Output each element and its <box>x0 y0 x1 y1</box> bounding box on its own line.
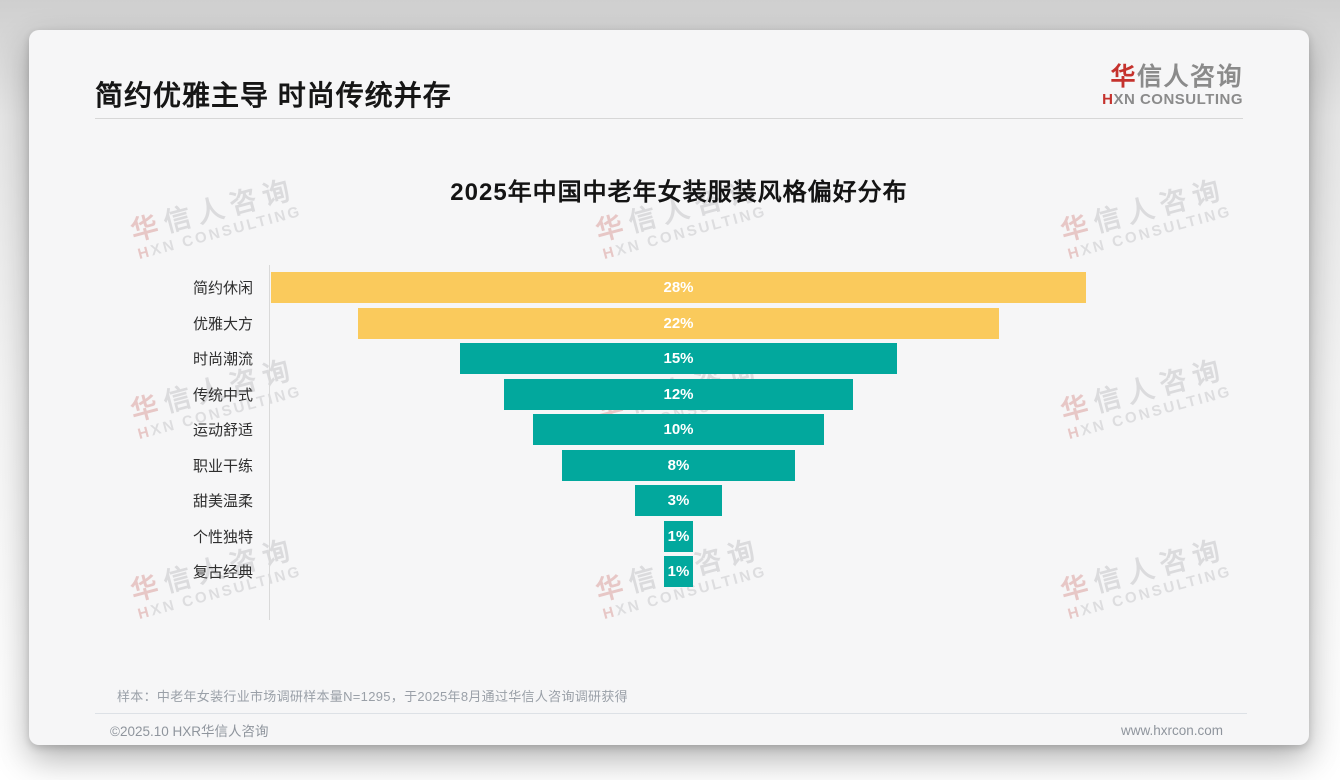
category-label: 职业干练 <box>192 457 253 475</box>
bar: 1% <box>663 556 694 588</box>
category-label: 传统中式 <box>192 386 253 404</box>
website-text: www.hxrcon.com <box>1120 722 1223 738</box>
page-title: 简约优雅主导 时尚传统并存 <box>95 80 452 111</box>
logo-en-rest: XN CONSULTING <box>1113 90 1243 108</box>
bar: 28% <box>271 272 1086 304</box>
bar-track: 1% <box>271 520 1086 552</box>
chart-row: 个性独特 1% <box>29 519 1309 555</box>
bar-value-label: 10% <box>663 421 694 439</box>
logo-cn-rest: 信人咨询 <box>1136 63 1243 91</box>
bar-value-label: 3% <box>667 492 690 510</box>
bar-value-label: 1% <box>667 527 690 545</box>
bar-track: 1% <box>271 556 1086 588</box>
category-label: 甜美温柔 <box>192 493 253 511</box>
chart-row: 职业干练 8% <box>29 448 1309 484</box>
bar-value-label: 28% <box>663 279 694 297</box>
bar: 3% <box>634 485 723 517</box>
category-label: 时尚潮流 <box>192 351 253 369</box>
chart-row: 运动舒适 10% <box>29 412 1309 448</box>
copyright-text: ©2025.10 HXR华信人咨询 <box>110 724 269 739</box>
bar: 1% <box>663 520 694 552</box>
bar-track: 3% <box>271 485 1086 517</box>
chart-title: 2025年中国中老年女装服装风格偏好分布 <box>450 179 908 206</box>
header-divider <box>95 118 1243 119</box>
bar: 22% <box>358 307 999 339</box>
category-label: 优雅大方 <box>192 315 253 333</box>
logo-accent-letter: H <box>1102 90 1114 108</box>
bar-track: 15% <box>271 343 1086 375</box>
sample-footnote: 样本：中老年女装行业市场调研样本量N=1295，于2025年8月通过华信人咨询调… <box>117 689 628 704</box>
bar-track: 28% <box>271 272 1086 304</box>
bar-track: 10% <box>271 414 1086 446</box>
logo-accent-char: 华 <box>1110 63 1137 91</box>
bar: 15% <box>460 343 897 375</box>
bar-track: 8% <box>271 449 1086 481</box>
logo-english-name: HXN CONSULTING <box>1102 90 1243 109</box>
plot-rows: 简约休闲 28% 优雅大方 22% 时尚潮流 15% 传统中式 12% 运动舒适 10% 职业干练 8… <box>29 270 1309 590</box>
chart-row: 优雅大方 22% <box>29 306 1309 342</box>
chart-row: 简约休闲 28% <box>29 270 1309 306</box>
category-label: 复古经典 <box>192 564 253 582</box>
category-label: 运动舒适 <box>192 422 253 440</box>
chart-row: 传统中式 12% <box>29 377 1309 413</box>
bar-value-label: 1% <box>667 563 690 581</box>
bar: 12% <box>503 378 854 410</box>
bar-value-label: 12% <box>663 385 694 403</box>
category-label: 个性独特 <box>192 528 253 546</box>
logo-chinese-name: 华信人咨询 <box>1102 63 1243 92</box>
footer-bar: ©2025.10 HXR华信人咨询 www.hxrcon.com <box>110 720 1223 740</box>
chart-row: 复古经典 1% <box>29 554 1309 590</box>
company-logo: 华信人咨询 HXN CONSULTING <box>1102 63 1243 109</box>
bar-track: 12% <box>271 378 1086 410</box>
bar: 8% <box>562 449 795 481</box>
bar-value-label: 8% <box>667 456 690 474</box>
chart-row: 时尚潮流 15% <box>29 341 1309 377</box>
category-label: 简约休闲 <box>192 280 253 298</box>
bar-value-label: 15% <box>663 350 694 368</box>
bar-value-label: 22% <box>663 314 694 332</box>
bar-track: 22% <box>271 307 1086 339</box>
footer-divider <box>95 713 1247 714</box>
bar: 10% <box>532 414 825 446</box>
report-card: 华信人咨询 HXN CONSULTING 华信人咨询 HXN CONSULTING 华信… <box>29 30 1309 745</box>
chart-row: 甜美温柔 3% <box>29 483 1309 519</box>
chart-axis-line <box>269 265 270 620</box>
